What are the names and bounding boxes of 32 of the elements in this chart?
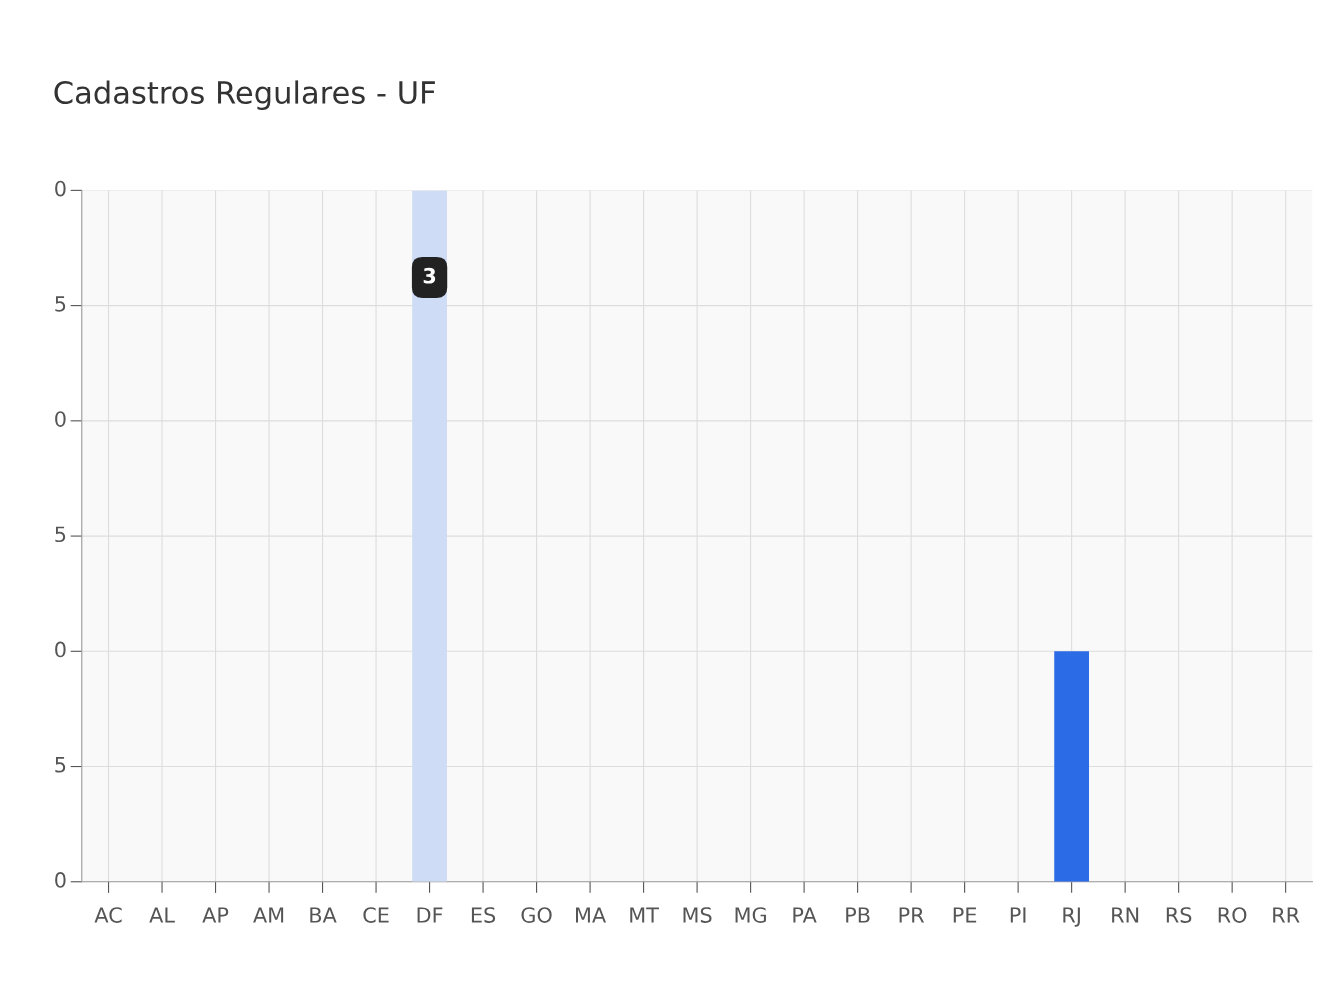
text: 5: [55, 757, 66, 773]
x-tick-label: DF: [417, 907, 443, 923]
data-label: 3: [423, 267, 436, 284]
text: 5: [55, 526, 66, 543]
x-tick-label: RS: [1166, 907, 1192, 923]
text: 5: [55, 296, 66, 312]
text: 0: [55, 872, 66, 888]
x-tick-label: MT: [630, 907, 659, 923]
x-tick-label: PB: [846, 907, 870, 923]
x-tick-label: GO: [521, 907, 552, 923]
x-tick-label: BA: [310, 907, 337, 923]
x-tick-label: RN: [1112, 907, 1139, 923]
text: 0: [55, 180, 66, 197]
x-tick-label: AM: [253, 907, 284, 923]
x-tick-label: AL: [149, 907, 175, 923]
x-tick-label: AC: [94, 907, 122, 923]
chart-title: Cadastros Regulares - UF: [54, 80, 435, 110]
x-tick-label: PE: [953, 907, 977, 923]
x-tick-label: CE: [363, 907, 389, 923]
x-tick-label: PR: [899, 907, 925, 923]
text: 0: [55, 411, 66, 427]
x-tick-label: PI: [1010, 907, 1026, 923]
x-tick-label: AP: [202, 907, 229, 923]
x-tick-label: MA: [576, 907, 607, 923]
x-tick-label: RO: [1218, 907, 1247, 923]
x-tick-label: RJ: [1063, 907, 1080, 927]
x-tick-label: MG: [735, 907, 766, 923]
x-tick-label: MS: [683, 907, 712, 923]
x-tick-label: RR: [1273, 907, 1300, 923]
x-tick-label: ES: [471, 907, 496, 923]
x-tick-label: PA: [793, 907, 817, 923]
text: 0: [55, 641, 66, 658]
